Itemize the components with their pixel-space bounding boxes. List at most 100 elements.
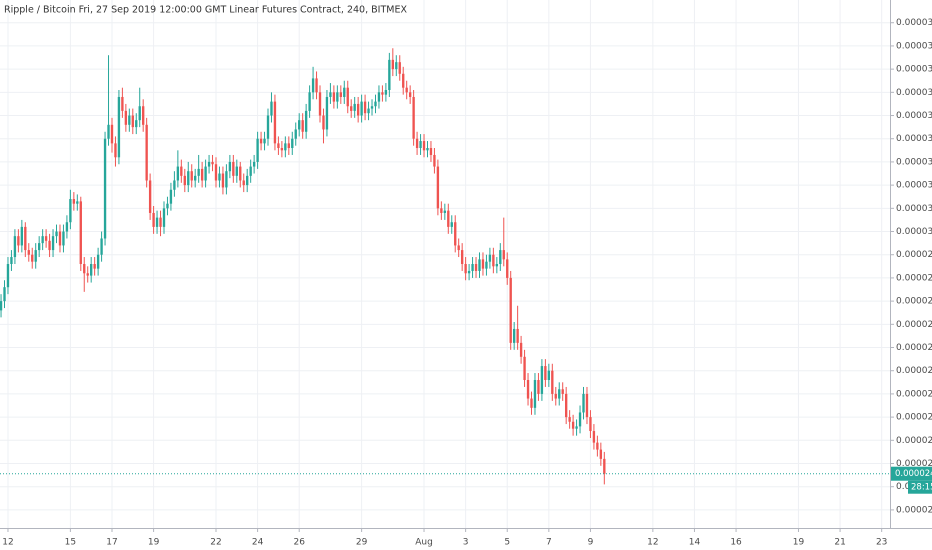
- candle-body: [460, 250, 464, 264]
- candle-body: [228, 161, 232, 172]
- candle-body: [65, 222, 69, 232]
- candle-body: [443, 210, 447, 213]
- x-tick-label: 26: [293, 538, 305, 548]
- candle-body: [575, 426, 578, 429]
- y-tick-label: 0.00003400: [896, 41, 932, 51]
- candle-body: [343, 87, 346, 97]
- candle-body: [142, 106, 145, 125]
- countdown-tag: [908, 480, 932, 494]
- candle-body: [447, 210, 450, 227]
- candle-body: [24, 226, 27, 251]
- candle-body: [551, 370, 554, 394]
- candle-body: [374, 101, 377, 107]
- candle-body: [107, 124, 110, 139]
- candle-body: [291, 138, 294, 149]
- candle-body: [169, 189, 173, 204]
- candle-body: [114, 143, 117, 158]
- candle-body: [83, 264, 86, 274]
- candle-body: [194, 175, 197, 181]
- candle-body: [582, 393, 585, 413]
- candle-body: [72, 199, 76, 204]
- candle-body: [284, 143, 287, 151]
- x-tick-label: 19: [148, 538, 160, 548]
- candle-body: [512, 328, 516, 343]
- x-tick-label: 29: [356, 538, 368, 548]
- candle-body: [336, 92, 339, 102]
- x-tick-label: 22: [210, 538, 221, 548]
- candle-body: [110, 124, 114, 144]
- axes: 0.00003450 0.00003400 0.00003350 0.00003300…: [0, 18, 932, 548]
- candle-body: [211, 161, 214, 165]
- candle-body: [187, 171, 190, 186]
- y-tick-label: 0.00003100: [896, 181, 932, 191]
- candle-body: [249, 166, 252, 176]
- y-tick-label: 0.00003200: [896, 134, 932, 144]
- candle-body: [270, 101, 273, 116]
- candle-body: [315, 78, 318, 93]
- y-tick-label: 0.00003150: [896, 157, 932, 167]
- candle-body: [485, 261, 488, 269]
- candle-body: [585, 393, 589, 418]
- candle-body: [155, 217, 159, 227]
- candle-body: [422, 141, 426, 151]
- x-tick-label: 17: [106, 538, 117, 548]
- candle-body: [402, 73, 405, 88]
- candle-body: [433, 154, 436, 167]
- candle-body: [474, 264, 478, 271]
- candle-body: [478, 259, 481, 271]
- x-tick-label: 12: [647, 538, 658, 548]
- candle-body: [200, 168, 204, 181]
- candle-body: [76, 201, 79, 204]
- candle-body: [6, 264, 10, 288]
- candle-body: [391, 59, 394, 70]
- candle-body: [287, 143, 290, 149]
- candle-body: [339, 92, 342, 97]
- candle-body: [13, 236, 17, 258]
- candle-body: [499, 250, 502, 264]
- candle-body: [0, 301, 3, 311]
- candle-body: [298, 120, 301, 130]
- y-tick-label: 0.00003050: [896, 204, 932, 214]
- candle-body: [263, 138, 266, 144]
- x-tick-label: 3: [463, 538, 469, 548]
- candle-body: [454, 222, 457, 246]
- candle-body: [48, 240, 51, 251]
- candle-body: [138, 106, 141, 121]
- candle-body: [356, 103, 360, 116]
- candle-body: [79, 201, 82, 264]
- candle-body: [304, 110, 308, 132]
- x-tick-label: 9: [588, 538, 594, 548]
- y-tick-label: 0.00002900: [896, 273, 932, 283]
- candle-body: [405, 87, 408, 93]
- candle-body: [225, 171, 228, 188]
- candle-body: [145, 124, 148, 181]
- candle-body: [17, 236, 20, 246]
- x-tick-label: 16: [730, 538, 742, 548]
- candle-body: [242, 180, 245, 186]
- candles: [0, 48, 606, 485]
- y-tick-label: 0.00003450: [896, 18, 932, 28]
- y-tick-label: 0.00002500: [896, 459, 932, 469]
- y-tick-label: 0.00002800: [896, 320, 932, 330]
- candle-body: [589, 417, 592, 432]
- x-tick-label: Aug: [415, 538, 433, 548]
- candle-body: [558, 389, 561, 399]
- candle-body: [533, 379, 537, 408]
- candle-body: [31, 254, 34, 262]
- candle-body: [599, 449, 603, 459]
- candle-body: [381, 92, 384, 95]
- candle-body: [90, 264, 93, 276]
- candle-body: [492, 254, 495, 267]
- candle-body: [571, 421, 575, 429]
- candle-body: [162, 208, 166, 227]
- candle-body: [346, 87, 349, 107]
- candle-body: [204, 166, 207, 181]
- candle-body: [419, 141, 422, 149]
- candle-body: [363, 101, 367, 114]
- y-tick-label: 0.00002750: [896, 343, 932, 353]
- candle-body: [166, 203, 169, 209]
- candle-body: [332, 92, 336, 102]
- candle-body: [131, 115, 134, 128]
- candle-body: [183, 175, 186, 186]
- candle-body: [523, 356, 526, 380]
